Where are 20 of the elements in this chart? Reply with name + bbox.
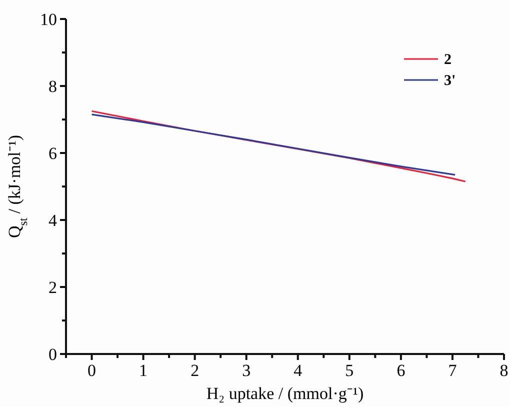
x-tick-label: 6	[396, 361, 406, 380]
legend-label: 3'	[444, 73, 456, 89]
x-tick-label: 0	[88, 361, 96, 380]
x-tick-label: 4	[294, 361, 303, 380]
x-tick-label: 8	[500, 361, 508, 380]
x-tick-label: 3	[242, 361, 251, 380]
y-tick-label: 8	[48, 77, 57, 96]
y-tick-label: 2	[48, 278, 57, 297]
line-series	[90, 114, 456, 176]
line-series	[90, 110, 466, 182]
x-axis-title: H₂ uptake / (mmol·g⁻¹)	[206, 384, 364, 403]
x-tick-label: 5	[345, 361, 354, 380]
y-tick-label: 10	[40, 10, 57, 29]
y-tick-label: 0	[48, 345, 57, 364]
x-tick-label: 7	[448, 361, 458, 380]
y-tick-label: 6	[48, 144, 57, 163]
x-tick-label: 2	[190, 361, 200, 380]
y-tick-label: 4	[48, 211, 58, 230]
x-tick-label: 1	[139, 361, 148, 380]
legend-label: 2	[444, 52, 452, 68]
